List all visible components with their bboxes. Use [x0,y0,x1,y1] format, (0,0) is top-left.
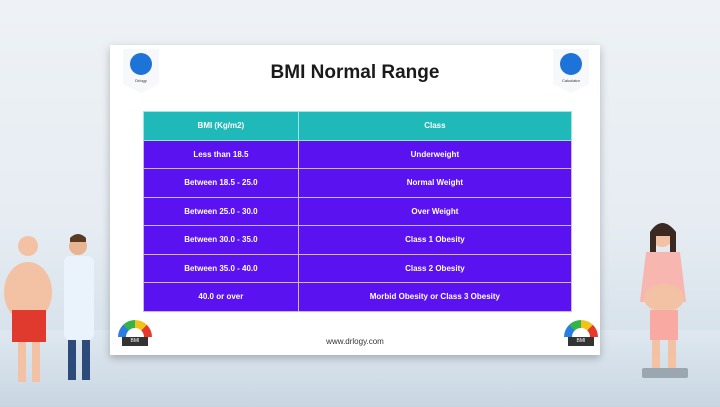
table-header-row: BMI (Kg/m2) Class [143,111,573,141]
table-row: Between 30.0 - 35.0 Class 1 Obesity [143,225,573,255]
gauge-label: BMI [568,337,594,346]
bmi-gauge-icon: BMI [118,320,152,354]
bmi-cell: 40.0 or over [143,282,299,312]
calculator-badge-label: Calculator [561,78,580,83]
class-cell: Class 1 Obesity [297,225,573,255]
calculator-icon [560,53,582,75]
bmi-cell: Between 25.0 - 30.0 [143,196,299,226]
class-cell: Normal Weight [297,168,573,198]
class-cell: Morbid Obesity or Class 3 Obesity [297,282,573,312]
class-cell: Class 2 Obesity [297,253,573,283]
drlogy-badge-label: Drlogy [135,78,147,83]
drlogy-badge[interactable]: Drlogy [123,49,159,93]
calculator-badge[interactable]: Calculator [553,49,589,93]
bmi-cell: Between 30.0 - 35.0 [143,225,299,255]
table-row: Between 25.0 - 30.0 Over Weight [143,196,573,226]
page-title: BMI Normal Range [270,62,440,83]
bmi-cell: Less than 18.5 [143,139,299,169]
bmi-cell: Between 18.5 - 25.0 [143,168,299,198]
drlogy-logo-icon [130,53,152,75]
woman-scale-illustration [640,223,688,378]
doctor-patient-illustration [4,234,94,382]
bmi-gauge-icon: BMI [564,320,598,354]
website-link[interactable]: www.drlogy.com [326,337,384,346]
table-row: 40.0 or over Morbid Obesity or Class 3 Ob… [143,282,573,312]
bmi-cell: Between 35.0 - 40.0 [143,253,299,283]
column-header: Class [297,111,573,141]
class-cell: Over Weight [297,196,573,226]
table-row: Between 35.0 - 40.0 Class 2 Obesity [143,253,573,283]
table-row: Less than 18.5 Underweight [143,139,573,169]
gauge-label: BMI [122,337,148,346]
bmi-card: Drlogy Calculator BMI Normal Range BMI (… [110,45,600,355]
class-cell: Underweight [297,139,573,169]
column-header: BMI (Kg/m2) [143,111,299,141]
bmi-table: BMI (Kg/m2) Class Less than 18.5 Underwei… [143,111,573,312]
table-row: Between 18.5 - 25.0 Normal Weight [143,168,573,198]
